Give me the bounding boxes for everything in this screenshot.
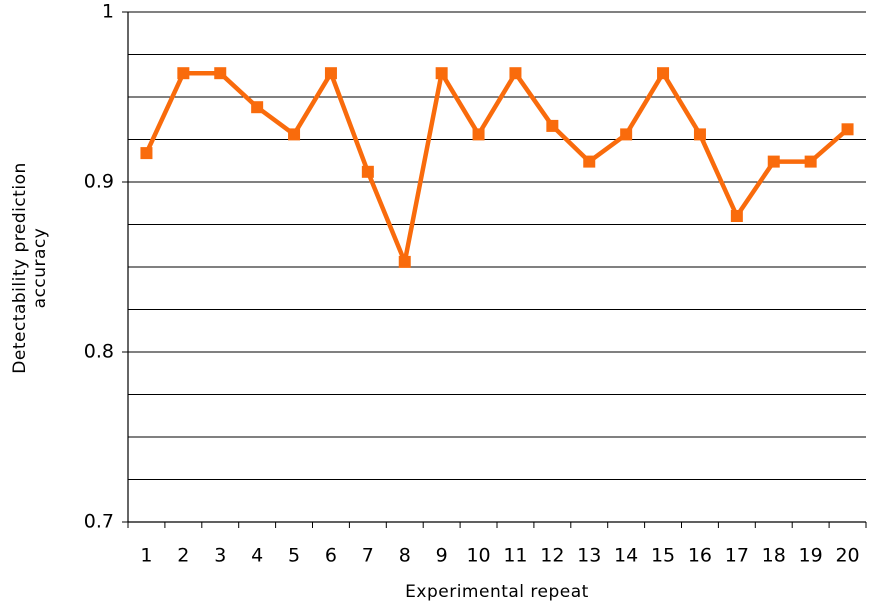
x-tick-label: 7 bbox=[362, 545, 374, 567]
x-tick-label: 5 bbox=[288, 545, 300, 567]
marker bbox=[767, 155, 780, 168]
x-tick-label: 11 bbox=[503, 545, 527, 567]
y-tick-label: 0.9 bbox=[84, 171, 114, 193]
x-tick-label: 10 bbox=[466, 545, 490, 567]
x-tick-label: 2 bbox=[177, 545, 189, 567]
marker bbox=[251, 101, 264, 114]
x-tick-label: 3 bbox=[214, 545, 226, 567]
marker bbox=[693, 128, 706, 141]
x-tick-label: 15 bbox=[651, 545, 675, 567]
y-axis-label: accuracy bbox=[30, 228, 50, 309]
marker bbox=[804, 155, 817, 168]
marker bbox=[435, 67, 448, 80]
x-tick-label: 9 bbox=[436, 545, 448, 567]
x-tick-label: 1 bbox=[140, 545, 152, 567]
marker bbox=[361, 165, 374, 178]
marker bbox=[140, 147, 153, 160]
y-tick-label: 0.8 bbox=[84, 341, 114, 363]
x-tick-label: 20 bbox=[835, 545, 859, 567]
marker bbox=[657, 67, 670, 80]
x-tick-label: 19 bbox=[799, 545, 823, 567]
x-tick-label: 16 bbox=[688, 545, 712, 567]
marker bbox=[398, 255, 411, 268]
marker bbox=[620, 128, 633, 141]
x-tick-label: 8 bbox=[399, 545, 411, 567]
marker bbox=[841, 123, 854, 136]
x-tick-label: 13 bbox=[577, 545, 601, 567]
marker bbox=[546, 119, 559, 132]
x-tick-label: 4 bbox=[251, 545, 263, 567]
x-tick-label: 12 bbox=[540, 545, 564, 567]
x-axis-label: Experimental repeat bbox=[405, 582, 589, 602]
x-tick-label: 18 bbox=[762, 545, 786, 567]
marker bbox=[583, 155, 596, 168]
marker bbox=[730, 210, 743, 222]
y-tick-label: 0.7 bbox=[84, 511, 114, 533]
y-axis-label: Detectability prediction bbox=[10, 162, 30, 373]
marker bbox=[324, 67, 337, 80]
marker bbox=[214, 67, 227, 80]
x-tick-label: 17 bbox=[725, 545, 749, 567]
x-tick-label: 14 bbox=[614, 545, 638, 567]
marker bbox=[472, 128, 485, 141]
x-tick-label: 6 bbox=[325, 545, 337, 567]
marker bbox=[288, 128, 301, 141]
series-line bbox=[144, 70, 850, 265]
marker bbox=[177, 67, 190, 80]
marker bbox=[509, 67, 522, 80]
y-tick-label: 1 bbox=[102, 1, 114, 23]
